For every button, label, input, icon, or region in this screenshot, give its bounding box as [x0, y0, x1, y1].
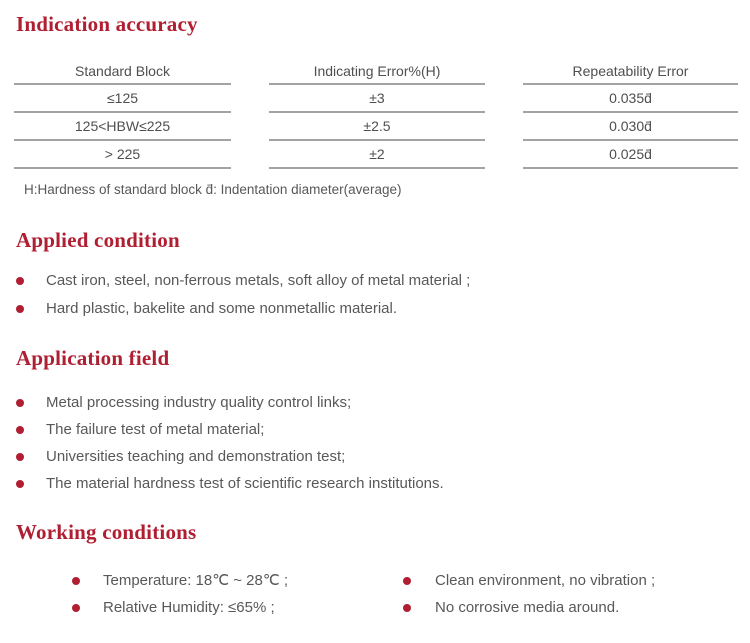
bullet-icon — [403, 603, 411, 612]
table-note: H:Hardness of standard block d̄: Indenta… — [24, 182, 402, 197]
table-cell-standard-block-row3: > 225 — [14, 141, 231, 169]
application-field-list: Metal processing industry quality contro… — [16, 389, 750, 497]
table-cell-repeatability-error-row3: 0.025d̄ — [523, 141, 738, 169]
table-cell-repeatability-error-row2: 0.030d̄ — [523, 113, 738, 141]
list-item: Clean environment, no vibration ; — [403, 567, 750, 594]
table-header-repeatability-error: Repeatability Error — [523, 59, 738, 85]
table-cell-indicating-error-row3: ±2 — [269, 141, 485, 169]
list-item: Universities teaching and demonstration … — [16, 443, 750, 470]
list-item-text: Cast iron, steel, non-ferrous metals, so… — [46, 272, 471, 289]
list-item-text: Clean environment, no vibration ; — [435, 572, 656, 589]
list-item: The material hardness test of scientific… — [16, 470, 750, 497]
list-item-text: Temperature: 18℃ ~ 28℃ ; — [103, 572, 289, 589]
table-cell-standard-block-row1: ≤125 — [14, 85, 231, 113]
bullet-icon — [72, 576, 80, 585]
section-title-working-conditions: Working conditions — [16, 520, 197, 544]
section-title-indication-accuracy: Indication accuracy — [16, 12, 198, 36]
section-title-applied-condition: Applied condition — [16, 228, 180, 252]
list-item: The failure test of metal material; — [16, 416, 750, 443]
table-cell-indicating-error-row1: ±3 — [269, 85, 485, 113]
list-item-text: Metal processing industry quality contro… — [46, 394, 352, 411]
table-header-standard-block: Standard Block — [14, 59, 231, 85]
applied-condition-list: Cast iron, steel, non-ferrous metals, so… — [16, 267, 750, 323]
list-item: Cast iron, steel, non-ferrous metals, so… — [16, 267, 750, 295]
indication-accuracy-table: Standard Block Indicating Error%(H) Repe… — [14, 59, 738, 169]
bullet-icon — [16, 425, 24, 434]
list-item: Hard plastic, bakelite and some nonmetal… — [16, 295, 750, 323]
table-header-indicating-error: Indicating Error%(H) — [269, 59, 485, 85]
bullet-icon — [16, 398, 24, 407]
list-item: Metal processing industry quality contro… — [16, 389, 750, 416]
bullet-icon — [72, 603, 80, 612]
list-item-text: Hard plastic, bakelite and some nonmetal… — [46, 300, 397, 317]
bullet-icon — [16, 452, 24, 461]
list-item-text: The failure test of metal material; — [46, 421, 265, 438]
bullet-icon — [16, 277, 24, 285]
working-conditions-left-list: Temperature: 18℃ ~ 28℃ ; Relative Humidi… — [72, 567, 403, 621]
section-title-application-field: Application field — [16, 346, 170, 370]
list-item-text: The material hardness test of scientific… — [46, 475, 444, 492]
list-item: Temperature: 18℃ ~ 28℃ ; — [72, 567, 403, 594]
list-item-text: Universities teaching and demonstration … — [46, 448, 346, 465]
list-item-text: No corrosive media around. — [435, 599, 620, 616]
bullet-icon — [403, 576, 411, 585]
bullet-icon — [16, 479, 24, 488]
list-item: Relative Humidity: ≤65% ; — [72, 594, 403, 621]
list-item-text: Relative Humidity: ≤65% ; — [103, 599, 275, 616]
table-cell-standard-block-row2: 125<HBW≤225 — [14, 113, 231, 141]
table-cell-repeatability-error-row1: 0.035d̄ — [523, 85, 738, 113]
list-item: No corrosive media around. — [403, 594, 750, 621]
working-conditions-right-list: Clean environment, no vibration ; No cor… — [403, 567, 750, 621]
table-cell-indicating-error-row2: ±2.5 — [269, 113, 485, 141]
bullet-icon — [16, 305, 24, 313]
working-conditions-columns: Temperature: 18℃ ~ 28℃ ; Relative Humidi… — [72, 567, 750, 621]
